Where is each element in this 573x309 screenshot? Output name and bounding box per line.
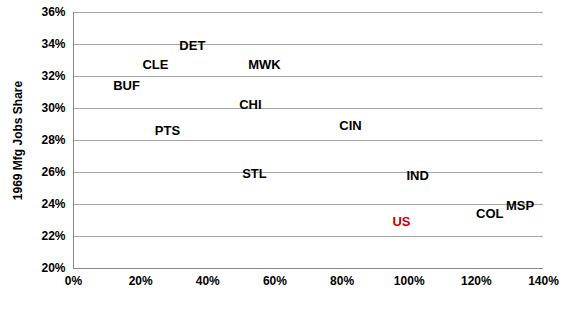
svg-text:MWK: MWK bbox=[248, 57, 281, 72]
svg-text:28%: 28% bbox=[41, 133, 65, 147]
svg-text:34%: 34% bbox=[41, 37, 65, 51]
svg-text:20%: 20% bbox=[129, 274, 153, 288]
svg-text:PTS: PTS bbox=[155, 123, 181, 138]
svg-text:26%: 26% bbox=[41, 165, 65, 179]
svg-text:36%: 36% bbox=[41, 5, 65, 19]
svg-text:22%: 22% bbox=[41, 229, 65, 243]
svg-text:STL: STL bbox=[242, 166, 267, 181]
svg-text:30%: 30% bbox=[41, 101, 65, 115]
svg-text:140%: 140% bbox=[528, 274, 559, 288]
svg-text:40%: 40% bbox=[196, 274, 220, 288]
svg-text:20%: 20% bbox=[41, 261, 65, 275]
svg-text:CLE: CLE bbox=[142, 57, 168, 72]
svg-text:CHI: CHI bbox=[239, 97, 261, 112]
svg-text:IND: IND bbox=[406, 168, 428, 183]
svg-text:DET: DET bbox=[179, 38, 205, 53]
svg-text:BUF: BUF bbox=[113, 78, 140, 93]
svg-text:US: US bbox=[392, 214, 410, 229]
svg-text:0%: 0% bbox=[65, 274, 83, 288]
svg-text:32%: 32% bbox=[41, 69, 65, 83]
svg-text:100%: 100% bbox=[394, 274, 425, 288]
svg-text:60%: 60% bbox=[263, 274, 287, 288]
svg-text:80%: 80% bbox=[330, 274, 354, 288]
svg-text:MSP: MSP bbox=[506, 198, 535, 213]
svg-text:1969 Mfg Jobs Share: 1969 Mfg Jobs Share bbox=[11, 80, 25, 200]
svg-text:COL: COL bbox=[476, 206, 504, 221]
svg-text:120%: 120% bbox=[461, 274, 492, 288]
svg-text:CIN: CIN bbox=[339, 118, 361, 133]
svg-text:24%: 24% bbox=[41, 197, 65, 211]
